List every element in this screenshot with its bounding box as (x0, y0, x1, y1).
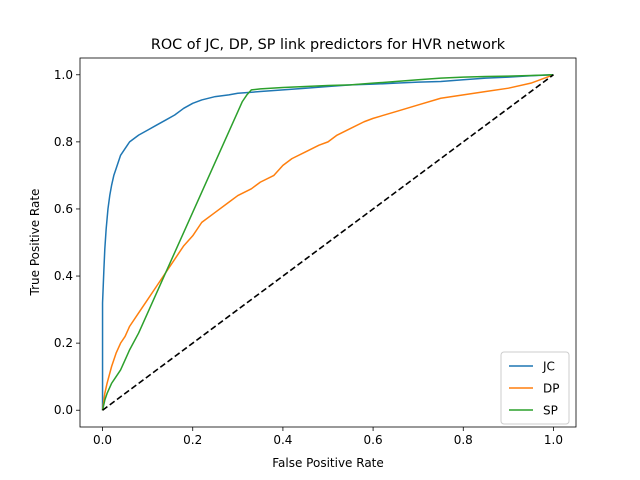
series-line-jc (101, 74, 554, 411)
legend: JC DP SP (500, 351, 570, 425)
legend-label-jc: JC (542, 360, 555, 374)
legend-box (500, 351, 570, 425)
x-tick-label: 0.6 (364, 433, 383, 447)
y-tick-label: 0.4 (54, 269, 73, 283)
chart-title: ROC of JC, DP, SP link predictors for HV… (151, 37, 506, 53)
plot-area: 0.0 0.2 0.4 0.6 0.8 1.0 0.0 0.2 0.4 0.6 0.8 1.0 (54, 57, 577, 447)
x-tick-label: 0.2 (183, 433, 202, 447)
x-tick-label: 0.8 (454, 433, 473, 447)
x-tick-label: 0.0 (93, 433, 112, 447)
x-tick-label: 1.0 (544, 433, 563, 447)
diagonal-reference-line (102, 74, 554, 411)
x-tick-label: 0.4 (273, 433, 292, 447)
y-axis-label: True Positive Rate (28, 189, 42, 297)
axes-frame (79, 57, 577, 428)
y-tick-label: 0.6 (54, 202, 73, 216)
y-tick-label: 0.0 (54, 403, 73, 417)
x-axis-label: False Positive Rate (272, 456, 384, 470)
legend-label-sp: SP (543, 404, 558, 418)
series-line-sp (101, 74, 554, 411)
y-tick-label: 0.8 (54, 135, 73, 149)
y-tick-label: 0.2 (54, 336, 73, 350)
series-line-dp (101, 74, 554, 411)
legend-label-dp: DP (543, 382, 559, 396)
y-tick-label: 1.0 (54, 68, 73, 82)
